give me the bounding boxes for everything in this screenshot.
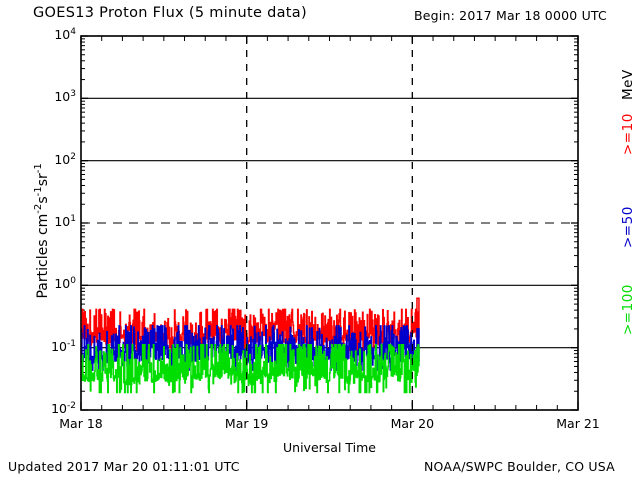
chart-title: GOES13 Proton Flux (5 minute data) — [33, 5, 307, 21]
chart-begin-time: Begin: 2017 Mar 18 0000 UTC — [414, 8, 607, 23]
legend-item-3: >=100 — [620, 284, 636, 335]
y-tick-label: 10-2 — [51, 401, 76, 417]
updated-timestamp: Updated 2017 Mar 20 01:11:01 UTC — [8, 459, 240, 474]
legend-item-2: >=50 — [620, 206, 636, 248]
x-tick-label: Mar 19 — [224, 416, 269, 431]
legend-unit: MeV — [620, 69, 636, 100]
x-tick-label: Mar 20 — [390, 416, 435, 431]
y-tick-label: 102 — [54, 151, 76, 167]
legend-item-1: >=10 — [620, 113, 636, 155]
series-line-3 — [80, 343, 420, 394]
x-tick-label: Mar 18 — [59, 416, 103, 431]
y-tick-label: 10-1 — [51, 338, 76, 354]
source-attribution: NOAA/SWPC Boulder, CO USA — [424, 459, 615, 474]
y-axis-label: Particles cm-2s-1sr-1 — [33, 163, 51, 299]
y-tick-label: 100 — [54, 276, 76, 292]
x-tick-label: Mar 21 — [556, 416, 600, 431]
x-axis-label: Universal Time — [283, 440, 376, 455]
y-tick-label: 104 — [54, 27, 76, 43]
y-tick-label: 103 — [54, 89, 76, 105]
y-axis-tick-labels: 10-2 10-1 100 101 102 103 104 — [0, 0, 76, 480]
y-tick-label: 101 — [54, 214, 76, 230]
